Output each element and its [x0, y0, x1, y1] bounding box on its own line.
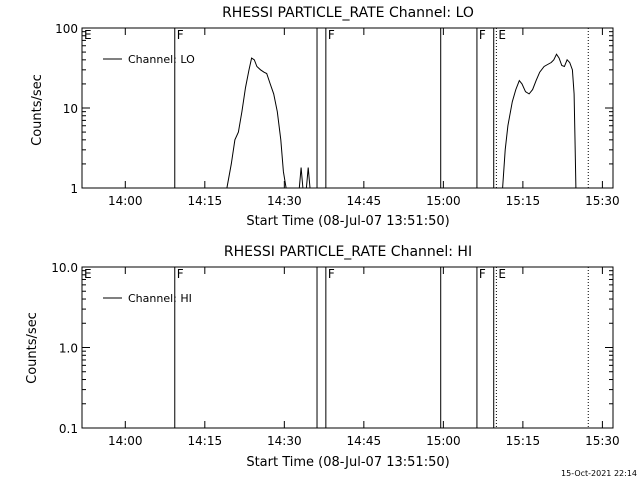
series-line: [226, 57, 287, 189]
x-tick-label: 14:15: [188, 434, 223, 448]
timestamp: 15-Oct-2021 22:14: [561, 469, 637, 478]
x-tick-label: 14:30: [267, 434, 302, 448]
marker-label: F: [328, 28, 335, 42]
x-tick-label: 14:45: [347, 194, 382, 208]
plot-frame: [81, 27, 614, 189]
chart-title: RHESSI PARTICLE_RATE Channel: LO: [222, 5, 474, 21]
marker-label: E: [498, 28, 506, 42]
x-axis-label: Start Time (08-Jul-07 13:51:50): [246, 455, 449, 470]
x-tick-label: 14:00: [108, 434, 143, 448]
x-tick-label: 15:30: [585, 434, 620, 448]
legend-label: Channel: HI: [128, 292, 192, 305]
x-tick-label: 15:00: [426, 194, 461, 208]
y-tick-label: 0.1: [59, 422, 78, 436]
series-line: [298, 167, 304, 189]
marker-label: F: [177, 267, 184, 281]
y-axis-label: Counts/sec: [30, 74, 45, 146]
marker-label: F: [479, 267, 486, 281]
x-tick-label: 14:15: [188, 194, 223, 208]
marker-label: F: [328, 267, 335, 281]
y-tick-label: 10: [63, 102, 78, 116]
x-tick-label: 14:30: [267, 194, 302, 208]
marker-label: E: [84, 28, 92, 42]
series-line: [305, 167, 311, 189]
x-tick-label: 15:15: [506, 194, 541, 208]
y-axis-label: Counts/sec: [25, 312, 40, 384]
x-tick-label: 15:00: [426, 434, 461, 448]
y-tick-label: 1.0: [59, 342, 78, 356]
x-tick-label: 15:15: [506, 434, 541, 448]
y-tick-label: 1: [70, 182, 78, 196]
x-axis-label: Start Time (08-Jul-07 13:51:50): [246, 214, 449, 229]
y-tick-label: 100: [55, 22, 78, 36]
x-tick-label: 15:30: [585, 194, 620, 208]
marker-label: F: [479, 28, 486, 42]
marker-label: E: [84, 267, 92, 281]
marker-label: E: [498, 267, 506, 281]
series-line: [502, 53, 577, 189]
x-tick-label: 14:45: [347, 434, 382, 448]
chart-title: RHESSI PARTICLE_RATE Channel: HI: [224, 244, 472, 260]
marker-label: F: [177, 28, 184, 42]
x-tick-label: 14:00: [108, 194, 143, 208]
legend-label: Channel: LO: [128, 53, 195, 66]
y-tick-label: 10.0: [51, 261, 78, 275]
